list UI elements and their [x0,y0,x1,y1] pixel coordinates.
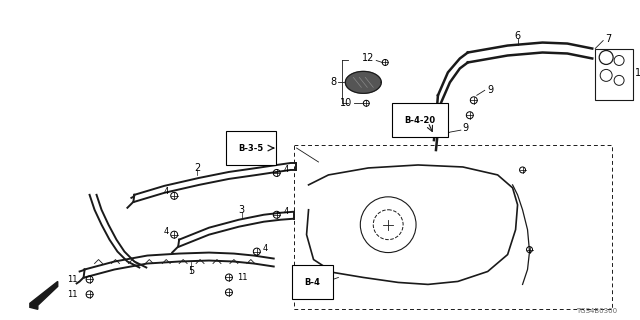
Text: 7: 7 [605,34,611,44]
Text: 12: 12 [362,53,374,63]
Text: 1: 1 [635,68,640,78]
Text: 4: 4 [284,165,289,174]
Text: 11: 11 [67,275,77,284]
Text: B-4-20: B-4-20 [404,116,436,125]
Text: 9: 9 [463,123,469,133]
Bar [294,145,612,309]
Text: FR.: FR. [43,290,57,299]
Text: 8: 8 [330,77,337,87]
Text: 9: 9 [488,85,494,95]
Text: 6: 6 [515,31,520,41]
Text: 4: 4 [164,227,169,236]
Text: 4: 4 [284,207,289,216]
Bar [595,49,633,100]
Text: TGS4B0300: TGS4B0300 [576,308,617,314]
Polygon shape [346,71,381,93]
Text: 10: 10 [340,98,353,108]
Text: 5: 5 [188,267,194,276]
Polygon shape [30,281,58,309]
Text: 3: 3 [239,205,245,215]
Text: 11: 11 [67,290,77,299]
Text: 4: 4 [164,187,169,196]
Text: B-3-5: B-3-5 [238,144,264,153]
Text: B-4: B-4 [305,278,321,287]
Text: 11: 11 [237,273,248,282]
Text: 4: 4 [263,244,268,253]
Text: 2: 2 [194,163,200,173]
